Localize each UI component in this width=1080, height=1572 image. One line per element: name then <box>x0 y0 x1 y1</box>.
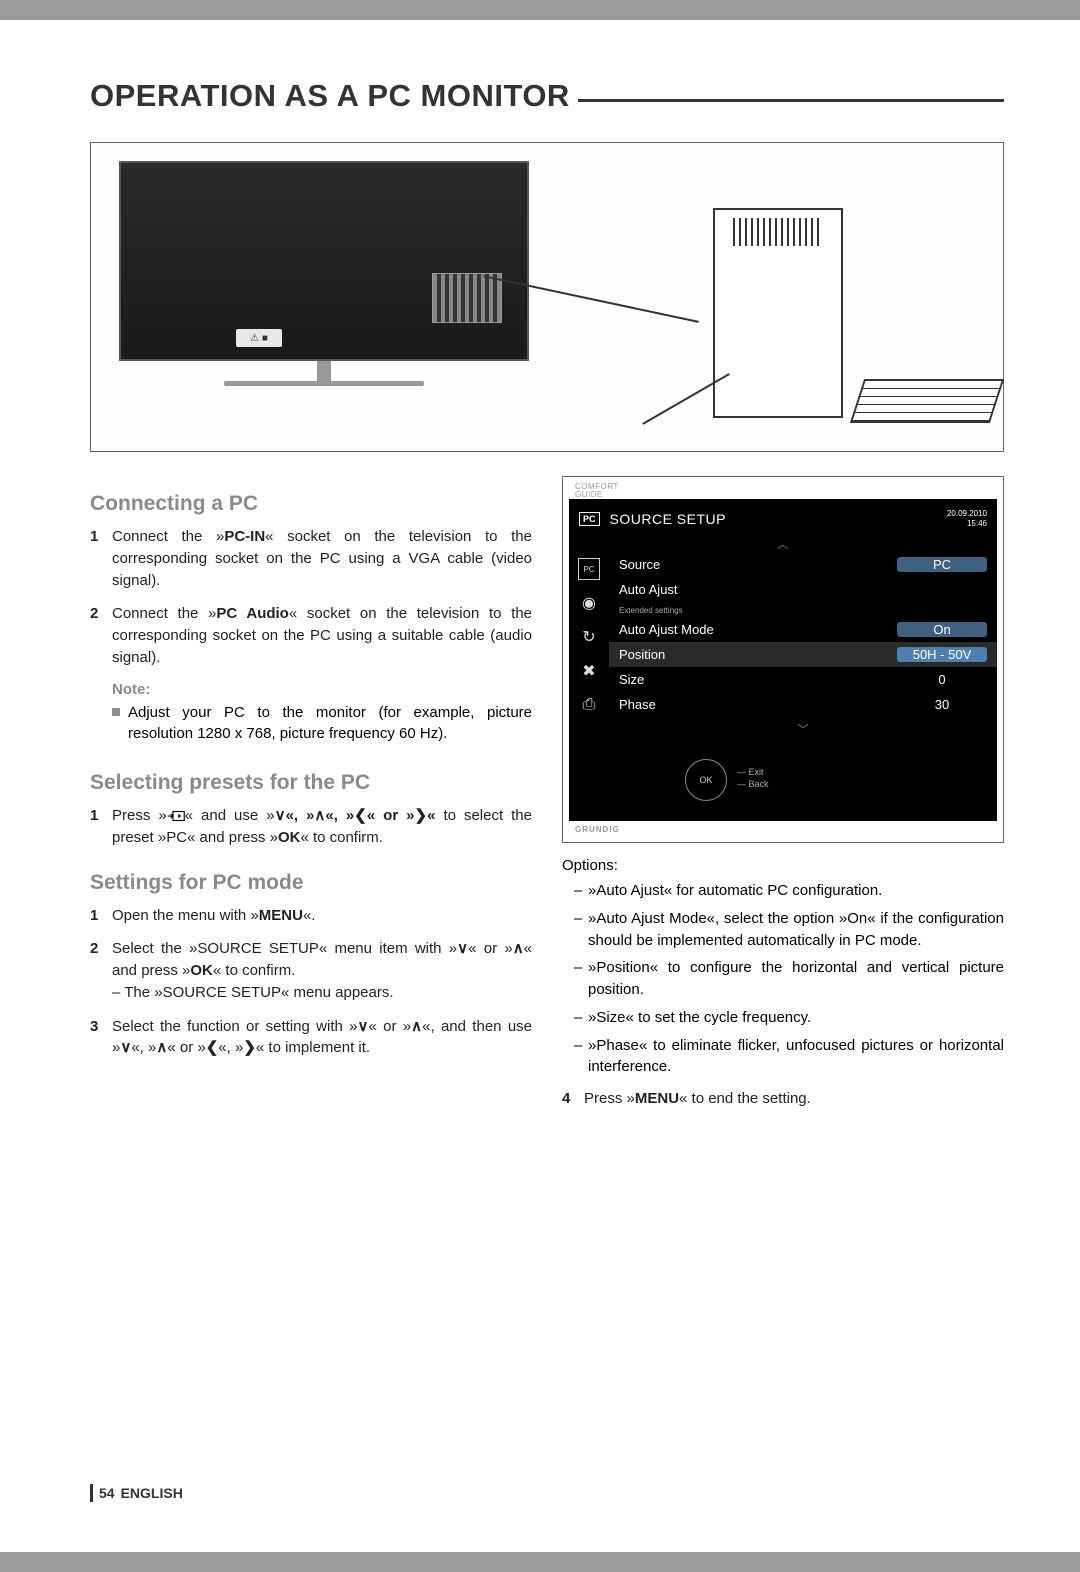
tv-port-panel <box>432 273 502 323</box>
dash-icon: – <box>574 908 588 952</box>
osd-row-phase: Phase30 <box>609 692 997 717</box>
osd-row-size: Size0 <box>609 667 997 692</box>
dash-icon: – <box>574 1035 588 1079</box>
dash-icon: – <box>574 957 588 1001</box>
osd-row-autoajust: Auto Ajust <box>609 577 997 602</box>
pc-tower-drawing <box>713 208 843 418</box>
osd-row-source: SourcePC <box>609 552 997 577</box>
dash-icon: – <box>574 1007 588 1029</box>
step-number: 2 <box>90 603 112 668</box>
option-item: –»Auto Ajust Mode«, select the option »O… <box>574 908 1004 952</box>
osd-datetime: 20.09.201015:46 <box>947 509 987 528</box>
tv-warning-label: ⚠ ■ <box>236 329 282 347</box>
option-item: –»Size« to set the cycle frequency. <box>574 1007 1004 1029</box>
brand-label: GRUNDIG <box>575 825 997 834</box>
settings-step-1: 1 Open the menu with »MENU«. <box>90 905 532 927</box>
dash-icon: – <box>574 880 588 902</box>
ok-ring-icon: OK <box>685 759 727 801</box>
content-columns: Connecting a PC 1 Connect the »PC-IN« so… <box>90 476 1004 1122</box>
step-text: Connect the »PC Audio« socket on the tel… <box>112 603 532 668</box>
keyboard-drawing <box>850 379 1004 423</box>
square-bullet-icon <box>112 708 120 716</box>
footer-language: ENGLISH <box>121 1485 183 1501</box>
source-button-icon <box>167 810 185 822</box>
tv-frame: ⚠ ■ <box>119 161 529 361</box>
step-text: Connect the »PC-IN« socket on the televi… <box>112 526 532 591</box>
step-text: Select the function or setting with »∨« … <box>112 1016 532 1060</box>
osd-title: SOURCE SETUP <box>610 511 726 527</box>
left-column: Connecting a PC 1 Connect the »PC-IN« so… <box>90 476 532 1122</box>
footer-bar-icon <box>90 1484 93 1502</box>
step-number: 1 <box>90 905 112 927</box>
osd-screen: PC SOURCE SETUP 20.09.201015:46 ︿ PC ◉ ↻… <box>569 499 997 821</box>
pc-badge-icon: PC <box>579 512 600 526</box>
osd-row-mode: Auto Ajust ModeOn <box>609 617 997 642</box>
osd-screenshot: COMFORTGUIDE PC SOURCE SETUP 20.09.20101… <box>562 476 1004 843</box>
step-number: 3 <box>90 1016 112 1060</box>
osd-exit-labels: — Exit— Back <box>737 767 769 790</box>
step-text: Select the »SOURCE SETUP« menu item with… <box>112 938 532 1003</box>
note-label: Note: <box>112 681 532 698</box>
comfort-label: COMFORTGUIDE <box>575 483 997 499</box>
settings-step-4: 4 Press »MENU« to end the setting. <box>562 1088 1004 1110</box>
page-title: OPERATION AS A PC MONITOR <box>90 78 570 114</box>
step-text: Press »« and use »∨«, »∧«, »❮« or »❯« to… <box>112 805 532 849</box>
right-column: COMFORTGUIDE PC SOURCE SETUP 20.09.20101… <box>562 476 1004 1122</box>
tv-stand-base <box>224 381 424 386</box>
note-text: Adjust your PC to the monitor (for examp… <box>128 702 532 746</box>
step-sub: – The »SOURCE SETUP« menu appears. <box>112 982 532 1004</box>
chevron-down-icon: ﹀ <box>609 717 997 741</box>
osd-extended-label: Extended settings <box>609 602 997 617</box>
heading-presets: Selecting presets for the PC <box>90 771 532 795</box>
step-number: 1 <box>90 805 112 849</box>
option-item: –»Position« to configure the horizontal … <box>574 957 1004 1001</box>
osd-rows: SourcePC Auto Ajust Extended settings Au… <box>609 552 997 821</box>
osd-body: PC ◉ ↻ ✖ ⎙ SourcePC Auto Ajust Extended … <box>569 552 997 821</box>
connecting-step-2: 2 Connect the »PC Audio« socket on the t… <box>90 603 532 668</box>
connection-diagram: ⚠ ■ <box>90 142 1004 452</box>
step-number: 4 <box>562 1088 584 1110</box>
sidebar-screen-icon: ⎙ <box>578 694 600 716</box>
page-number: 54 <box>99 1485 115 1501</box>
title-rule <box>578 99 1004 102</box>
manual-page: OPERATION AS A PC MONITOR ⚠ ■ Connecting… <box>0 20 1080 1552</box>
connecting-step-1: 1 Connect the »PC-IN« socket on the tele… <box>90 526 532 591</box>
sidebar-pc-icon: PC <box>578 558 600 580</box>
step-text: Open the menu with »MENU«. <box>112 905 315 927</box>
settings-step-2: 2 Select the »SOURCE SETUP« menu item wi… <box>90 938 532 1003</box>
tv-drawing: ⚠ ■ <box>119 161 529 391</box>
step-number: 1 <box>90 526 112 591</box>
step-number: 2 <box>90 938 112 1003</box>
presets-step-1: 1 Press »« and use »∨«, »∧«, »❮« or »❯« … <box>90 805 532 849</box>
page-footer: 54 ENGLISH <box>90 1484 183 1502</box>
tv-stand-neck <box>317 361 331 381</box>
sidebar-tools-icon: ✖ <box>578 660 600 682</box>
osd-sidebar: PC ◉ ↻ ✖ ⎙ <box>569 552 609 821</box>
options-label: Options: <box>562 857 1004 874</box>
sidebar-eye-icon: ◉ <box>578 592 600 614</box>
osd-footer: OK — Exit— Back <box>609 741 997 821</box>
option-item: –»Auto Ajust« for automatic PC configura… <box>574 880 1004 902</box>
heading-settings: Settings for PC mode <box>90 871 532 895</box>
option-item: –»Phase« to eliminate flicker, unfocused… <box>574 1035 1004 1079</box>
step-text: Press »MENU« to end the setting. <box>584 1088 811 1110</box>
osd-row-position: Position50H - 50V <box>609 642 997 667</box>
title-row: OPERATION AS A PC MONITOR <box>90 78 1004 114</box>
heading-connecting: Connecting a PC <box>90 492 532 516</box>
note-body: Adjust your PC to the monitor (for examp… <box>112 702 532 746</box>
pc-front-grille <box>733 218 823 246</box>
chevron-up-icon: ︿ <box>569 536 997 552</box>
sidebar-refresh-icon: ↻ <box>578 626 600 648</box>
settings-step-3: 3 Select the function or setting with »∨… <box>90 1016 532 1060</box>
